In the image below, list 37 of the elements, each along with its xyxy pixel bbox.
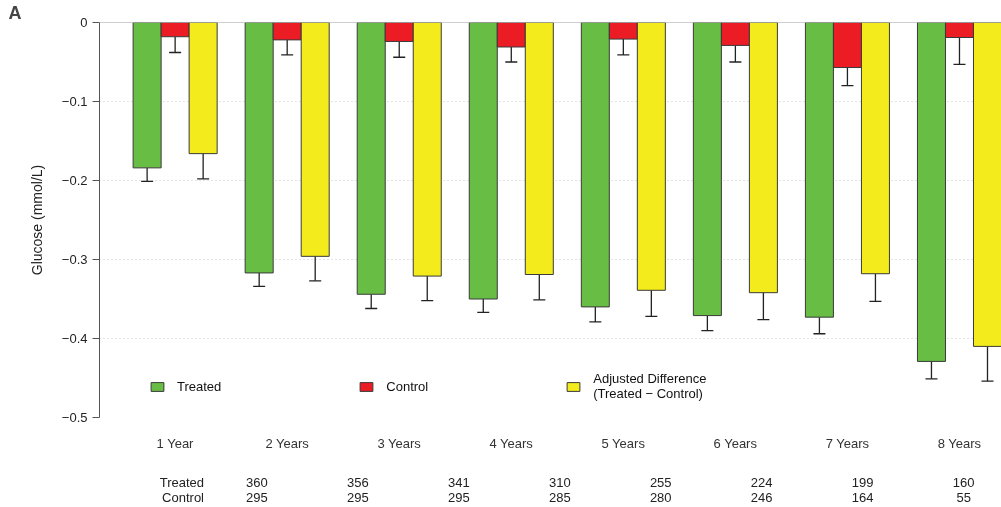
text: Control xyxy=(162,490,205,505)
y-tick-label: −0.2 xyxy=(61,173,88,188)
y-tick-label: −0.5 xyxy=(61,410,88,425)
y-tick-label: −0.4 xyxy=(61,331,88,346)
text: 160 xyxy=(952,475,975,490)
text: 295 xyxy=(246,490,268,505)
x-tick-label: 1 Year xyxy=(156,435,195,451)
legend-label: Treated xyxy=(177,378,222,394)
text: 295 xyxy=(346,490,369,505)
text: 360 xyxy=(246,475,268,490)
x-tick-label: 7 Years xyxy=(825,435,870,451)
text: 164 xyxy=(851,490,874,505)
y-tick-label: −0.3 xyxy=(61,252,88,267)
y-axis-title: Glucose (mmol/L) xyxy=(28,164,45,276)
x-tick-label: 4 Years xyxy=(489,435,534,451)
text: 199 xyxy=(851,475,874,490)
chart-title: A xyxy=(8,2,22,23)
x-tick-label: 8 Years xyxy=(937,435,982,451)
text: 255 xyxy=(649,475,672,490)
y-tick-label: 0 xyxy=(80,15,88,30)
legend-label: Adjusted Difference (Treated − Control) xyxy=(593,371,707,401)
text: 356 xyxy=(346,475,369,490)
text: 55 xyxy=(956,490,971,505)
text: 310 xyxy=(548,475,571,490)
text: 224 xyxy=(750,475,773,490)
text: 280 xyxy=(649,490,672,505)
text: 295 xyxy=(447,490,470,505)
text: 285 xyxy=(548,490,571,505)
text: 246 xyxy=(750,490,773,505)
text: Treated xyxy=(159,475,205,490)
x-tick-label: 2 Years xyxy=(265,435,310,451)
legend-label: Control xyxy=(386,378,429,394)
x-tick-label: 3 Years xyxy=(377,435,422,451)
x-tick-label: 5 Years xyxy=(601,435,646,451)
y-tick-label: −0.1 xyxy=(61,94,88,109)
text: 341 xyxy=(447,475,470,490)
x-tick-label: 6 Years xyxy=(713,435,758,451)
